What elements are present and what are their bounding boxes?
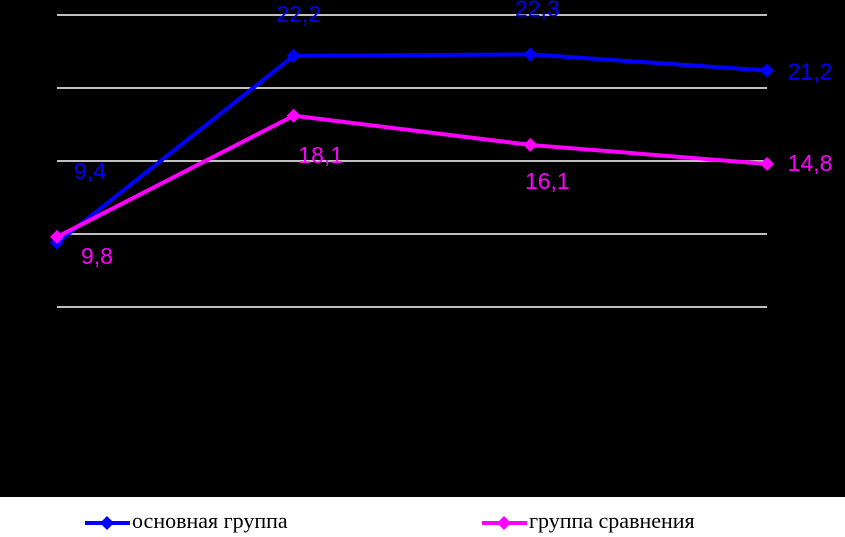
data-point: [50, 229, 64, 244]
data-label: 9,8: [81, 243, 113, 269]
plot-background: [0, 0, 845, 497]
data-point: [286, 48, 301, 63]
legend-label: группа сравнения: [529, 508, 695, 533]
data-label: 18,1: [298, 142, 343, 168]
legend-marker: [100, 516, 114, 530]
series-line: [55, 52, 768, 245]
data-label: 9,4: [74, 158, 106, 184]
data-label: 22,3: [515, 0, 560, 21]
data-label: 21,2: [788, 59, 833, 85]
data-label: 22,2: [276, 1, 321, 27]
data-point: [523, 137, 538, 152]
data-point: [760, 156, 774, 171]
data-label: 14,8: [788, 150, 833, 176]
data-point: [286, 108, 301, 123]
legend-label: основная группа: [132, 508, 288, 533]
data-label: 16,1: [525, 168, 570, 194]
series-line: [56, 113, 768, 239]
legend-marker: [497, 516, 511, 530]
data-point: [523, 47, 538, 62]
data-point: [760, 63, 774, 78]
